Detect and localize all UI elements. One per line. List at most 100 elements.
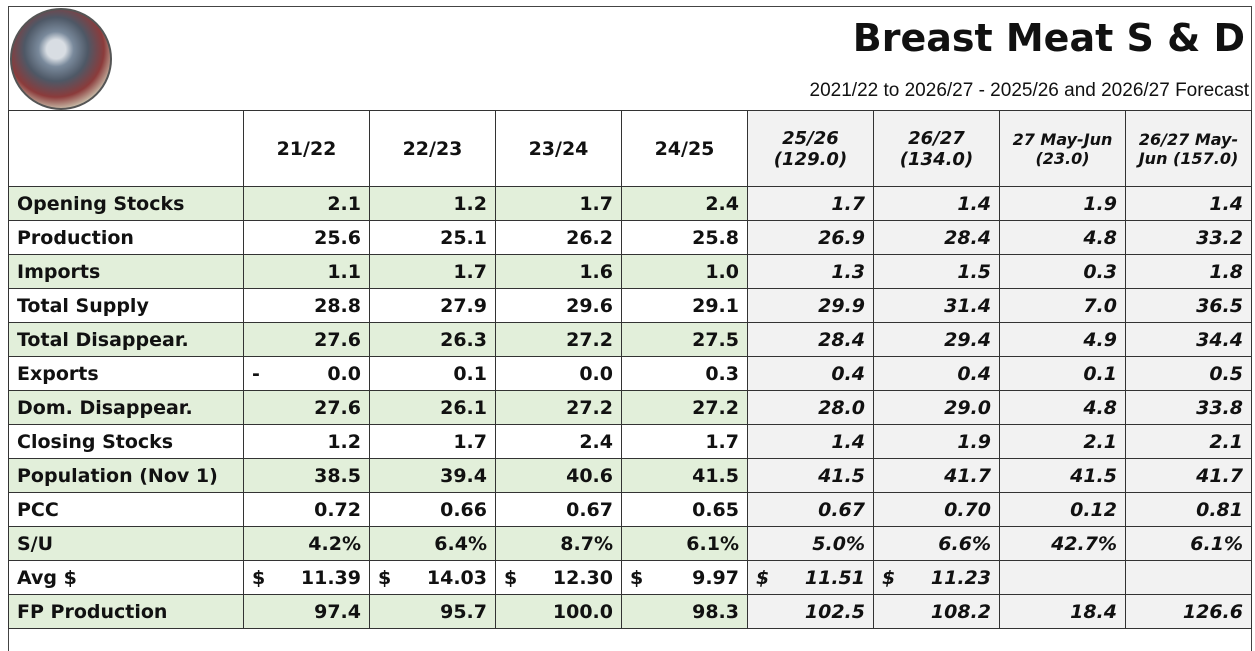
- cell-value: 9.97: [692, 566, 739, 589]
- cell-value: 28.4: [944, 226, 991, 249]
- column-header-line: Jun (157.0): [1138, 148, 1239, 168]
- cell-symbol: $: [378, 566, 392, 589]
- cell-value: 27.2: [692, 396, 739, 419]
- value-cell: 2.4: [621, 186, 748, 221]
- cell-value: 36.5: [1196, 294, 1243, 317]
- cell-value: 4.2%: [308, 532, 361, 555]
- cell-value: 25.1: [440, 226, 487, 249]
- value-cell: 1.4: [747, 424, 874, 459]
- cell-value: 39.4: [440, 464, 487, 487]
- cell-value: 42.7%: [1051, 532, 1117, 555]
- row-label: Opening Stocks: [8, 186, 244, 221]
- value-cell: 0.67: [747, 492, 874, 527]
- cell-value: 34.4: [1196, 328, 1243, 351]
- column-header-line: 26/27: [908, 127, 965, 149]
- cell-value: 0.3: [1083, 260, 1117, 283]
- cell-value: 1.7: [453, 260, 487, 283]
- cell-value: 28.0: [818, 396, 865, 419]
- cell-symbol: $: [882, 566, 896, 589]
- column-header: 26/27 May- Jun (157.0): [1125, 110, 1252, 187]
- value-cell: 34.4: [1125, 322, 1252, 357]
- value-cell: $12.30: [495, 560, 622, 595]
- cell-value: 4.8: [1083, 226, 1117, 249]
- cell-value: 1.2: [453, 192, 487, 215]
- cell-value: 41.5: [1070, 464, 1117, 487]
- cell-value: 41.7: [1196, 464, 1243, 487]
- cell-value: 1.0: [705, 260, 739, 283]
- value-cell: $11.39: [243, 560, 370, 595]
- row-label: PCC: [8, 492, 244, 527]
- column-header-line: (23.0): [1035, 148, 1090, 168]
- cell-value: 0.4: [831, 362, 865, 385]
- column-header-line: 25/26: [782, 127, 839, 149]
- value-cell: 0.1: [999, 356, 1126, 391]
- value-cell: $9.97: [621, 560, 748, 595]
- cell-value: 0.65: [692, 498, 739, 521]
- value-cell: 6.1%: [1125, 526, 1252, 561]
- cell-value: 0.67: [566, 498, 613, 521]
- cell-value: 2.1: [1209, 430, 1243, 453]
- value-cell: 41.5: [999, 458, 1126, 493]
- value-cell: 40.6: [495, 458, 622, 493]
- value-cell: 27.6: [243, 390, 370, 425]
- value-cell: 29.6: [495, 288, 622, 323]
- cell-value: 8.7%: [560, 532, 613, 555]
- row-label-text: Opening Stocks: [17, 192, 185, 215]
- cell-value: 6.4%: [434, 532, 487, 555]
- cell-value: 4.9: [1083, 328, 1117, 351]
- column-header: 24/25: [621, 110, 748, 187]
- cell-value: 0.66: [440, 498, 487, 521]
- column-header: 26/27 (134.0): [873, 110, 1000, 187]
- cell-value: 26.9: [818, 226, 865, 249]
- row-label: Total Disappear.: [8, 322, 244, 357]
- row-label-text: S/U: [17, 532, 54, 555]
- cell-value: 41.5: [692, 464, 739, 487]
- value-cell: 26.2: [495, 220, 622, 255]
- cell-value: 2.4: [579, 430, 613, 453]
- cell-value: 0.72: [314, 498, 361, 521]
- data-row: Avg $ $11.39 $14.03 $12.30 $9.97 $11.51 $11.23: [8, 560, 1252, 595]
- cell-value: 1.7: [579, 192, 613, 215]
- row-label: Imports: [8, 254, 244, 289]
- value-cell: 1.5: [873, 254, 1000, 289]
- cell-value: 0.0: [327, 362, 361, 385]
- data-row: Imports 1.1 1.7 1.6 1.0 1.3 1.5 0.3 1.8: [8, 254, 1252, 289]
- column-header-line: (129.0): [773, 148, 848, 170]
- row-label: FP Production: [8, 594, 244, 629]
- table-body: Opening Stocks 2.1 1.2 1.7 2.4 1.7 1.4 1.9 1.4 Pr…: [8, 186, 1252, 629]
- value-cell: 41.5: [747, 458, 874, 493]
- data-row: Opening Stocks 2.1 1.2 1.7 2.4 1.7 1.4 1.9 1.4: [8, 186, 1252, 221]
- value-cell: 1.6: [495, 254, 622, 289]
- cell-value: 7.0: [1083, 294, 1117, 317]
- cell-value: 0.1: [1083, 362, 1117, 385]
- cell-value: 41.7: [944, 464, 991, 487]
- value-cell: 25.1: [369, 220, 496, 255]
- cell-value: 28.8: [314, 294, 361, 317]
- value-cell: 36.5: [1125, 288, 1252, 323]
- value-cell: 1.2: [243, 424, 370, 459]
- cell-value: 1.3: [831, 260, 865, 283]
- cell-value: 2.4: [705, 192, 739, 215]
- value-cell: 1.3: [747, 254, 874, 289]
- row-label: Closing Stocks: [8, 424, 244, 459]
- cell-value: 102.5: [804, 600, 865, 623]
- cell-value: 29.9: [818, 294, 865, 317]
- value-cell: 5.0%: [747, 526, 874, 561]
- cell-value: 1.4: [1209, 192, 1243, 215]
- cell-value: 1.4: [957, 192, 991, 215]
- value-cell: 28.4: [873, 220, 1000, 255]
- value-cell: 1.4: [873, 186, 1000, 221]
- value-cell: 2.1: [999, 424, 1126, 459]
- cell-value: 14.03: [426, 566, 487, 589]
- value-cell: 25.6: [243, 220, 370, 255]
- value-cell: 31.4: [873, 288, 1000, 323]
- cell-value: 1.2: [327, 430, 361, 453]
- value-cell: 102.5: [747, 594, 874, 629]
- cell-value: 31.4: [944, 294, 991, 317]
- cell-value: 33.2: [1196, 226, 1243, 249]
- subtitle: 2021/22 to 2026/27 - 2025/26 and 2026/27…: [809, 80, 1249, 101]
- cell-value: 38.5: [314, 464, 361, 487]
- column-header: 22/23: [369, 110, 496, 187]
- cell-value: 25.6: [314, 226, 361, 249]
- value-cell: 4.2%: [243, 526, 370, 561]
